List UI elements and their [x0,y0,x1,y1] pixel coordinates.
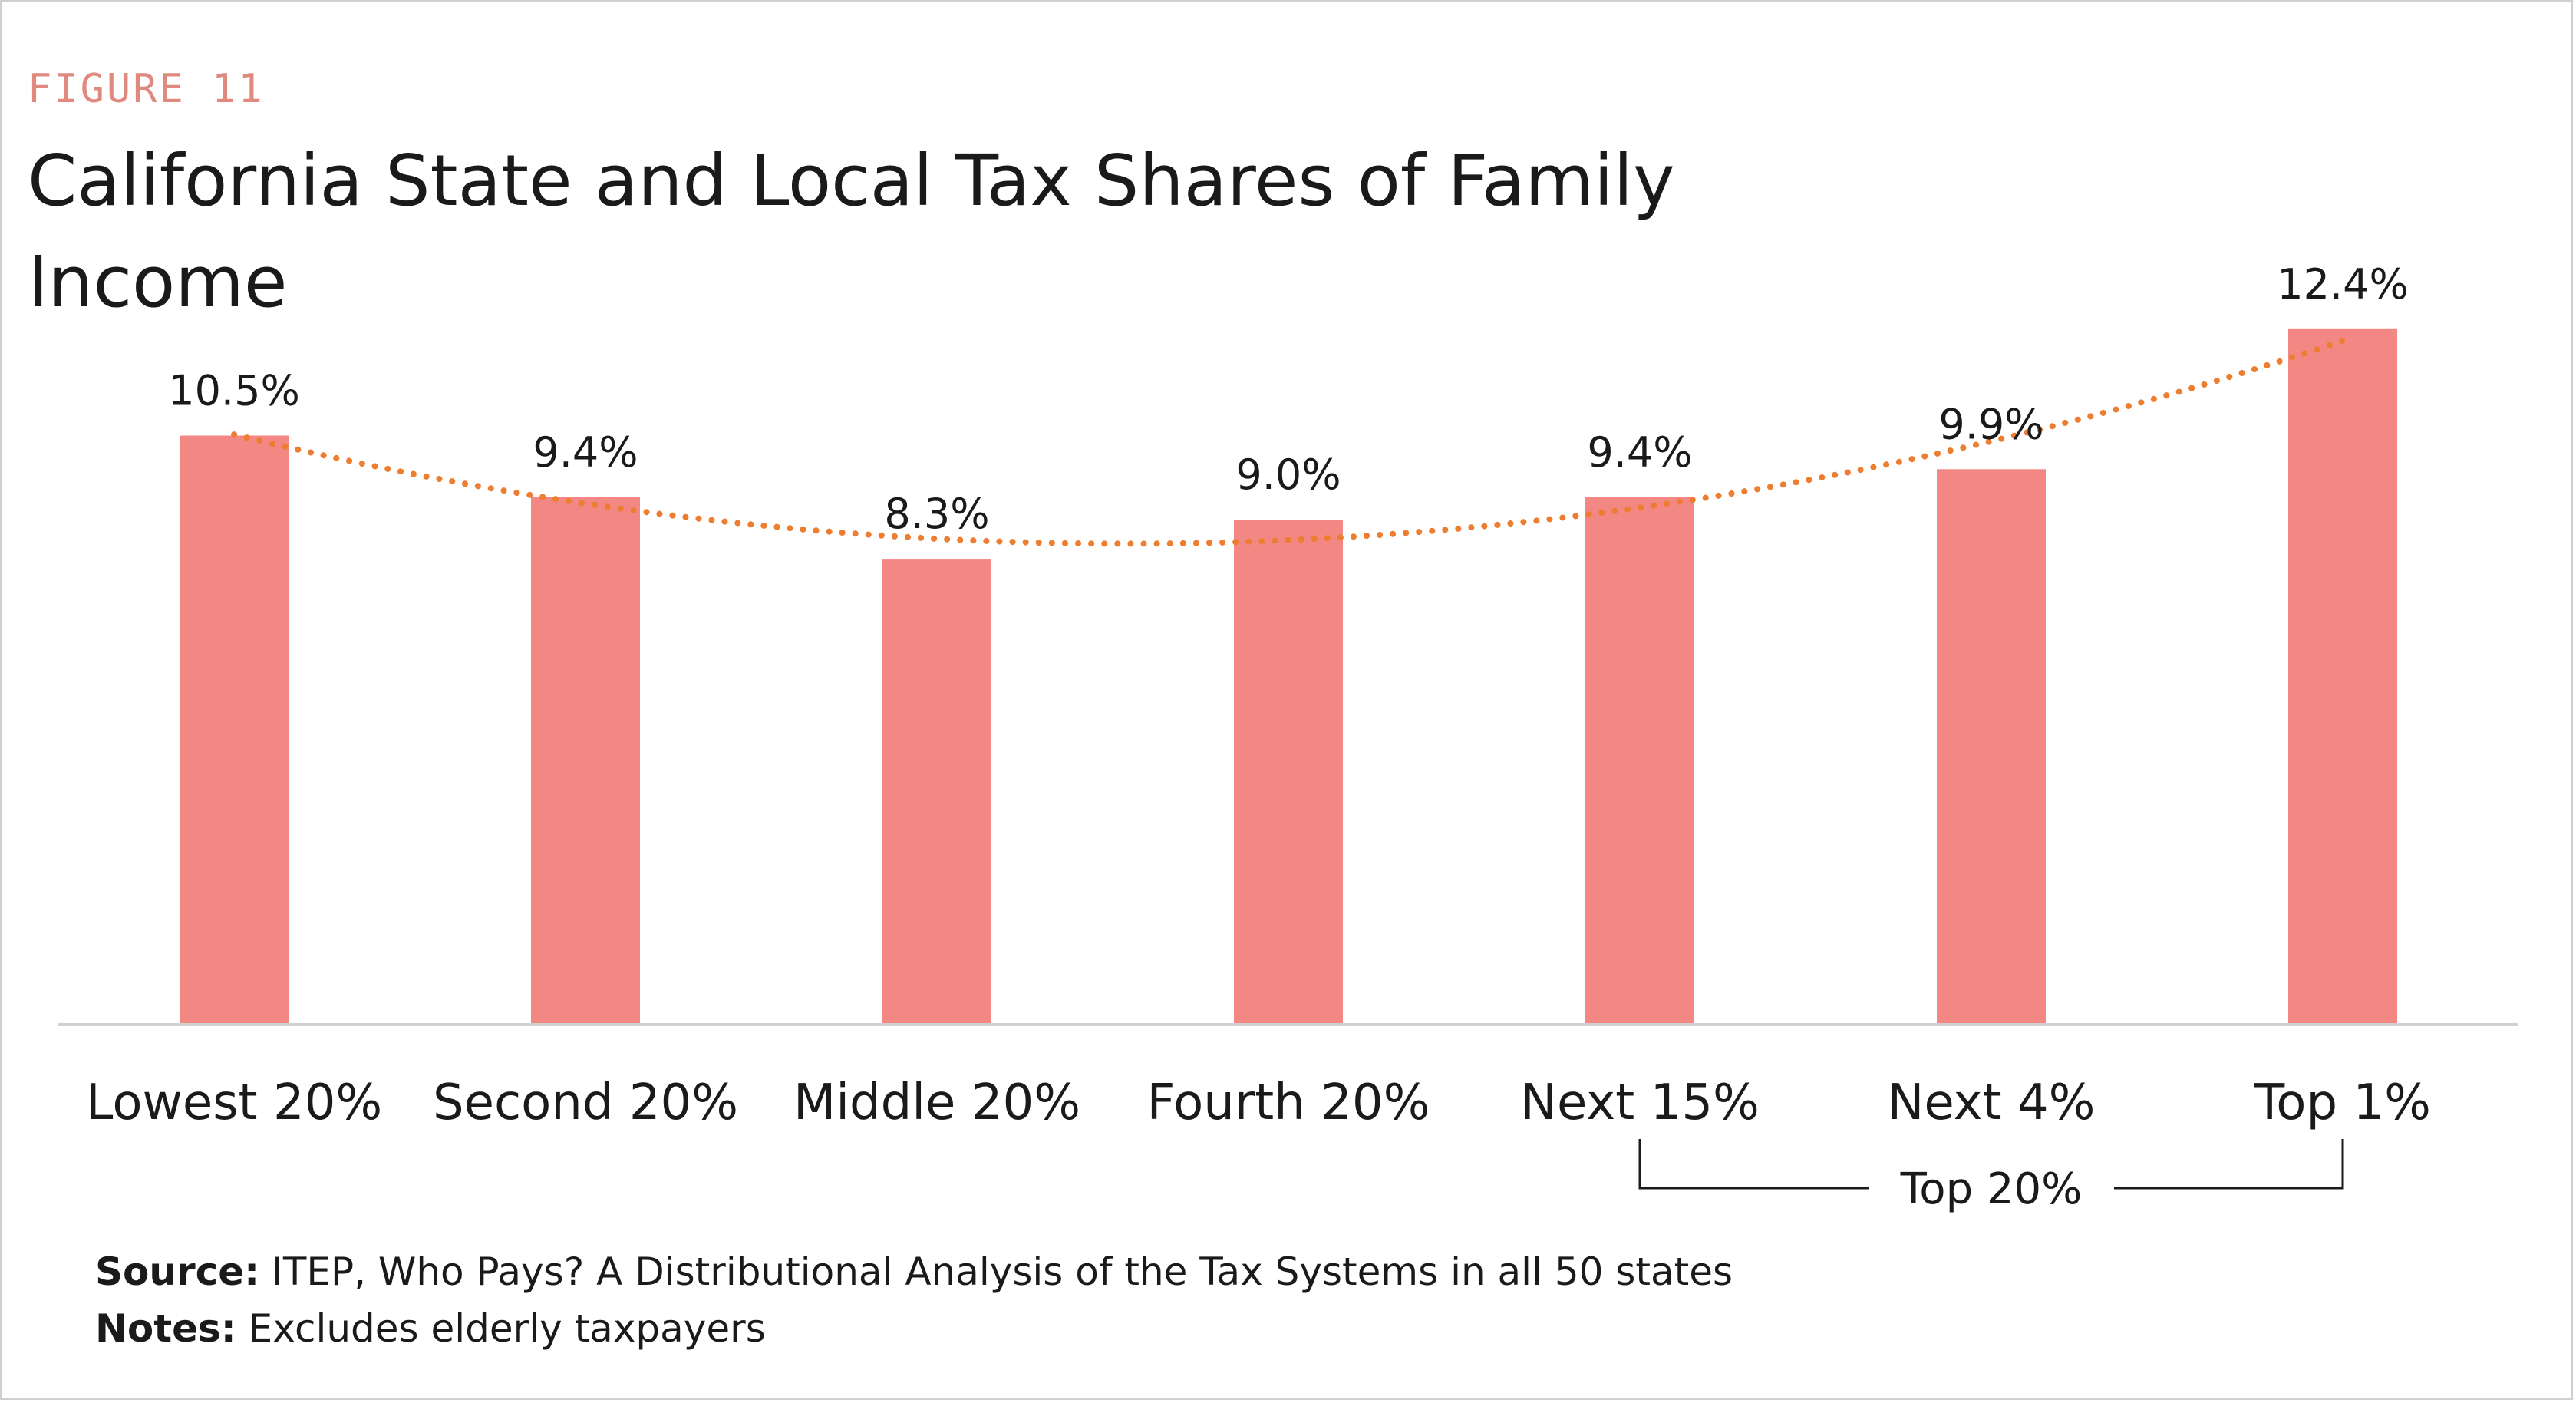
category-label-5: Next 15% [1520,1075,1760,1131]
trendline-layer [231,338,2346,547]
category-label-3: Middle 20% [793,1075,1080,1131]
notes-label: Notes: [95,1306,236,1351]
data-label-5: 9.4% [1587,428,1692,477]
bar-4 [1234,520,1343,1024]
category-label-2: Second 20% [433,1075,738,1131]
data-label-7: 12.4% [2277,260,2409,309]
notes-note: Notes: Excludes elderly taxpayers [95,1306,766,1351]
bracket-right [2114,1139,2344,1190]
category-label-6: Next 4% [1888,1075,2096,1131]
chart-title: California State and Local Tax Shares of… [28,140,1675,323]
bar-2 [531,497,640,1024]
source-text: ITEP, Who Pays? A Distributional Analysi… [272,1249,1733,1294]
category-label-7: Top 1% [2254,1075,2431,1131]
labels-layer: 10.5% 9.4% 8.3% 9.0% 9.4% 9.9% 12.4% Lowest 20%… [86,260,2431,1131]
category-label-1: Lowest 20% [86,1075,382,1131]
data-label-4: 9.0% [1235,451,1341,499]
bracket-left [1638,1139,1869,1190]
category-label-4: Fourth 20% [1147,1075,1430,1131]
bar-6 [1937,469,2046,1024]
bars-layer [58,328,2518,1026]
group-label: Top 20% [1900,1164,2083,1214]
bar-3 [882,559,991,1024]
source-note: Source: ITEP, Who Pays? A Distributional… [95,1249,1733,1294]
data-label-3: 8.3% [884,490,989,538]
bar-1 [180,435,289,1024]
bar-7 [2288,328,2397,1024]
data-label-2: 9.4% [533,428,638,477]
source-label: Source: [95,1249,260,1294]
trendline [231,338,2346,547]
notes-text: Excludes elderly taxpayers [248,1306,766,1351]
figure-label: FIGURE 11 [28,66,265,112]
bar-5 [1585,497,1694,1024]
group-annotation: Top 20% [1638,1139,2344,1214]
data-label-6: 9.9% [1938,400,2043,448]
data-label-1: 10.5% [168,367,300,415]
